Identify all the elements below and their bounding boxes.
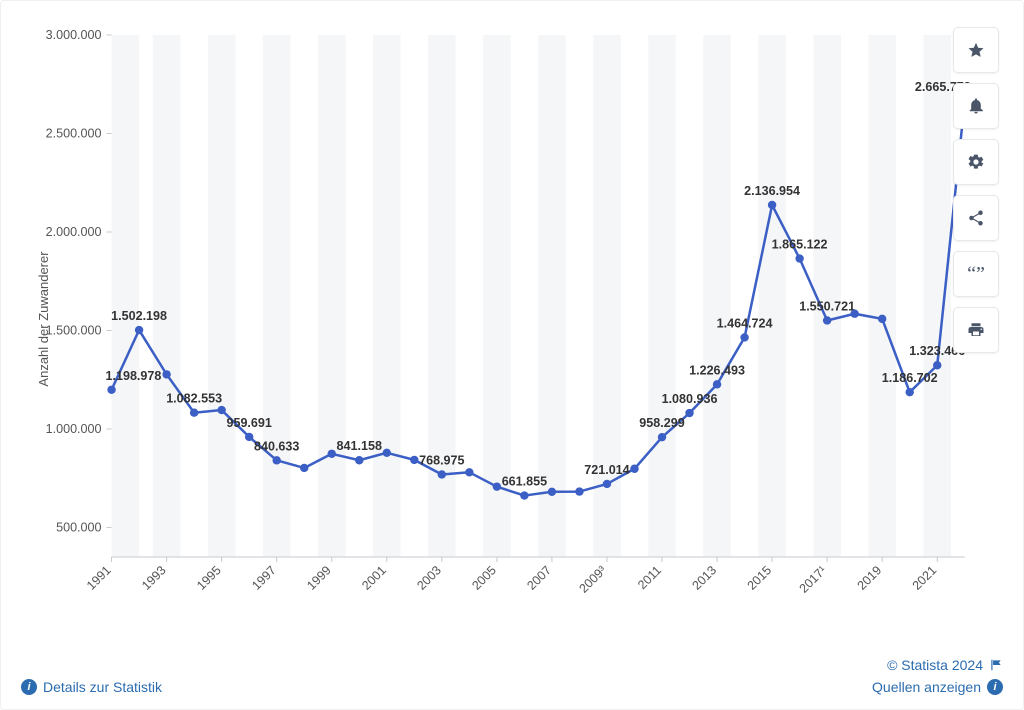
svg-text:2011: 2011 — [635, 563, 664, 592]
info-icon: i — [21, 679, 37, 695]
svg-text:2013: 2013 — [690, 563, 720, 593]
svg-text:1.464.724: 1.464.724 — [717, 316, 773, 330]
cite-button[interactable]: “” — [953, 251, 999, 297]
svg-text:2003: 2003 — [414, 563, 444, 593]
svg-text:1997: 1997 — [249, 563, 279, 593]
svg-text:1.186.702: 1.186.702 — [882, 371, 938, 385]
svg-text:2015: 2015 — [745, 563, 775, 593]
svg-text:1.865.122: 1.865.122 — [772, 238, 828, 252]
svg-text:1.198.978: 1.198.978 — [106, 369, 162, 383]
svg-text:1995: 1995 — [194, 563, 224, 593]
share-button[interactable] — [953, 195, 999, 241]
svg-text:1.000.000: 1.000.000 — [46, 422, 102, 436]
svg-text:2009³: 2009³ — [576, 563, 609, 595]
gear-icon — [967, 153, 985, 171]
svg-text:1.550.721: 1.550.721 — [799, 300, 855, 314]
favorite-button[interactable] — [953, 27, 999, 73]
bell-icon — [967, 97, 985, 115]
flag-icon — [989, 658, 1003, 672]
sources-link[interactable]: Quellen anzeigen i — [872, 679, 1003, 695]
svg-text:2001: 2001 — [359, 563, 389, 593]
svg-text:2021: 2021 — [910, 563, 940, 593]
details-label: Details zur Statistik — [43, 679, 162, 695]
line-chart: 500.000 1.000.000 1.500.000 2.000.000 2.500.… — [19, 19, 1005, 619]
svg-text:2007: 2007 — [524, 563, 554, 593]
svg-text:1.080.936: 1.080.936 — [662, 392, 718, 406]
svg-text:3.000.000: 3.000.000 — [46, 28, 102, 42]
details-link[interactable]: i Details zur Statistik — [21, 679, 162, 695]
svg-text:1.226.493: 1.226.493 — [689, 363, 745, 377]
svg-text:1999: 1999 — [304, 563, 334, 593]
svg-text:2019: 2019 — [855, 563, 885, 593]
svg-text:2.000.000: 2.000.000 — [46, 225, 102, 239]
copyright-text: © Statista 2024 — [887, 657, 983, 673]
svg-text:1993: 1993 — [139, 563, 169, 593]
copyright: © Statista 2024 — [887, 657, 1003, 673]
print-button[interactable] — [953, 307, 999, 353]
svg-text:1991: 1991 — [84, 563, 114, 593]
svg-text:2.500.000: 2.500.000 — [46, 127, 102, 141]
svg-text:841.158: 841.158 — [337, 439, 382, 453]
svg-text:959.691: 959.691 — [226, 416, 271, 430]
chart-footer: i Details zur Statistik © Statista 2024 … — [21, 657, 1003, 695]
chart-action-toolbar: “” — [953, 27, 999, 353]
svg-text:1.082.553: 1.082.553 — [166, 392, 222, 406]
svg-text:2.136.954: 2.136.954 — [744, 184, 800, 198]
svg-text:1.500.000: 1.500.000 — [46, 324, 102, 338]
svg-text:1.502.198: 1.502.198 — [111, 309, 167, 323]
star-icon — [967, 41, 985, 59]
info-icon: i — [987, 679, 1003, 695]
svg-text:768.975: 768.975 — [419, 454, 464, 468]
svg-text:958.299: 958.299 — [639, 416, 684, 430]
svg-text:500.000: 500.000 — [56, 520, 101, 534]
print-icon — [967, 321, 985, 339]
svg-text:2005: 2005 — [469, 563, 499, 593]
svg-text:721.014: 721.014 — [584, 463, 629, 477]
y-axis-title: Anzahl der Zuwanderer — [36, 251, 51, 386]
sources-label: Quellen anzeigen — [872, 679, 981, 695]
chart-area: Anzahl der Zuwanderer 500.000 1.000.000 1.… — [19, 19, 1005, 619]
svg-text:2017¹: 2017¹ — [797, 563, 830, 595]
notify-button[interactable] — [953, 83, 999, 129]
quote-icon: “” — [967, 264, 985, 284]
share-icon — [967, 209, 985, 227]
svg-text:840.633: 840.633 — [254, 439, 299, 453]
settings-button[interactable] — [953, 139, 999, 185]
chart-card: Anzahl der Zuwanderer 500.000 1.000.000 1.… — [0, 0, 1024, 710]
svg-text:661.855: 661.855 — [502, 475, 547, 489]
